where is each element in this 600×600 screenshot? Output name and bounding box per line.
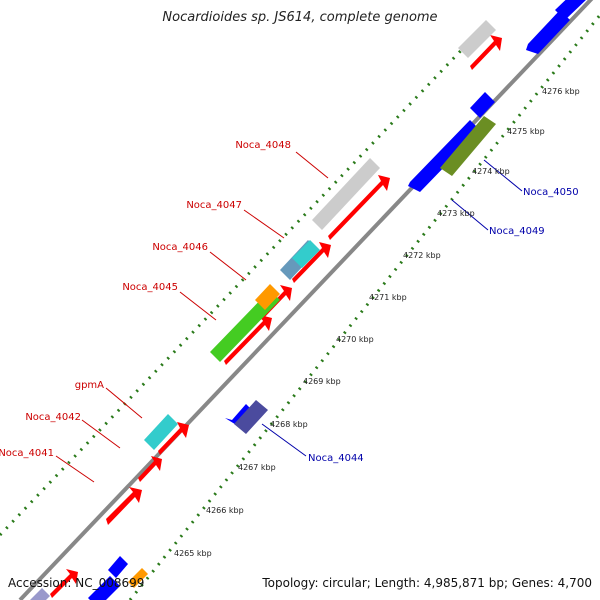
gene-noca-4043[interactable] (225, 404, 252, 426)
forward-outer-genes (30, 20, 496, 600)
gene-gpma-outer[interactable] (144, 414, 178, 450)
leader-noca-4047 (243, 209, 285, 239)
kbp-label: 4271 kbp (369, 293, 407, 302)
label-noca-4045: Noca_4045 (122, 282, 178, 293)
kbp-label: 4265 kbp (174, 549, 212, 558)
genes-count-text: Genes: 4,700 (504, 576, 592, 590)
kbp-label: 4275 kbp (507, 127, 545, 136)
genome-axis (18, 0, 594, 600)
gene-noca-4050[interactable] (440, 116, 496, 176)
gene-upper-red[interactable] (470, 35, 502, 70)
kbp-label: 4274 kbp (472, 167, 510, 176)
gene-noca-4041[interactable] (106, 487, 142, 525)
gene-upper-grey[interactable] (458, 20, 496, 58)
reverse-outer-genes (234, 116, 496, 434)
gene-bottom-lilac[interactable] (30, 588, 50, 600)
kbp-label: 4266 kbp (206, 506, 244, 515)
leader-noca-4050 (483, 159, 523, 192)
label-noca-4041: Noca_4041 (0, 448, 54, 459)
accession-text: Accession: NC_008699 (8, 576, 145, 590)
gene-labels: Noca_4048 Noca_4047 Noca_4046 Noca_4045 … (0, 140, 579, 464)
label-noca-4046: Noca_4046 (152, 242, 208, 253)
kbp-label: 4268 kbp (270, 420, 308, 429)
gene-bottom-orange[interactable] (128, 568, 148, 588)
topology-text: Topology: circular (262, 576, 367, 590)
kbp-label: 4270 kbp (336, 335, 374, 344)
label-noca-4049: Noca_4049 (489, 226, 545, 237)
label-noca-4047: Noca_4047 (186, 200, 242, 211)
kbp-label: 4273 kbp (437, 209, 475, 218)
label-noca-4050: Noca_4050 (523, 187, 579, 198)
gene-noca-4045[interactable] (224, 315, 272, 365)
leader-noca-4048 (295, 151, 329, 179)
kbp-scale: 4265 kbp 4266 kbp 4267 kbp 4268 kbp 4269… (174, 87, 580, 558)
gene-noca-4046-outer[interactable] (255, 284, 280, 310)
gene-noca-4048[interactable] (328, 175, 390, 240)
gene-noca-4045-outer[interactable] (210, 290, 280, 362)
leader-noca-4042 (81, 419, 121, 449)
leader-noca-4049 (451, 199, 489, 231)
gene-noca-4047[interactable] (292, 242, 331, 283)
reverse-genes (88, 0, 588, 600)
gene-noca-4047-cyan[interactable] (292, 240, 320, 268)
gene-top-blue[interactable] (526, 10, 570, 54)
kbp-label: 4269 kbp (303, 377, 341, 386)
gene-bottom-blue-2[interactable] (108, 556, 128, 578)
gene-noca-4042[interactable] (138, 456, 162, 482)
map-title: Nocardioides sp. JS614, complete genome (162, 10, 438, 25)
label-gpma: gpmA (75, 380, 104, 391)
kbp-label: 4267 kbp (238, 463, 276, 472)
gene-top-blue-2[interactable] (555, 0, 588, 20)
forward-guide-line (0, 18, 492, 537)
gene-bottom-blue[interactable] (88, 576, 120, 600)
genome-summary: Topology: circularLength: 4,985,871 bpGe… (262, 576, 592, 590)
gene-noca-4049b[interactable] (470, 92, 495, 118)
gene-gpma[interactable] (158, 422, 189, 455)
leader-noca-4045 (179, 291, 217, 321)
label-noca-4044: Noca_4044 (308, 453, 364, 464)
kbp-label: 4276 kbp (542, 87, 580, 96)
gene-noca-4044[interactable] (234, 400, 268, 434)
label-noca-4048: Noca_4048 (235, 140, 291, 151)
forward-genes (50, 35, 502, 598)
leader-noca-4041 (55, 455, 95, 483)
leader-noca-4046 (209, 251, 247, 281)
label-noca-4042: Noca_4042 (25, 412, 81, 423)
kbp-label: 4272 kbp (403, 251, 441, 260)
length-text: Length: 4,985,871 bp (367, 576, 504, 590)
leader-noca-4044 (261, 423, 307, 457)
gene-noca-4048-outer[interactable] (312, 158, 380, 230)
gene-bottom-red[interactable] (50, 569, 78, 598)
leader-gpma (105, 387, 143, 419)
leader-lines (55, 151, 523, 483)
gene-noca-4049[interactable] (408, 120, 480, 192)
